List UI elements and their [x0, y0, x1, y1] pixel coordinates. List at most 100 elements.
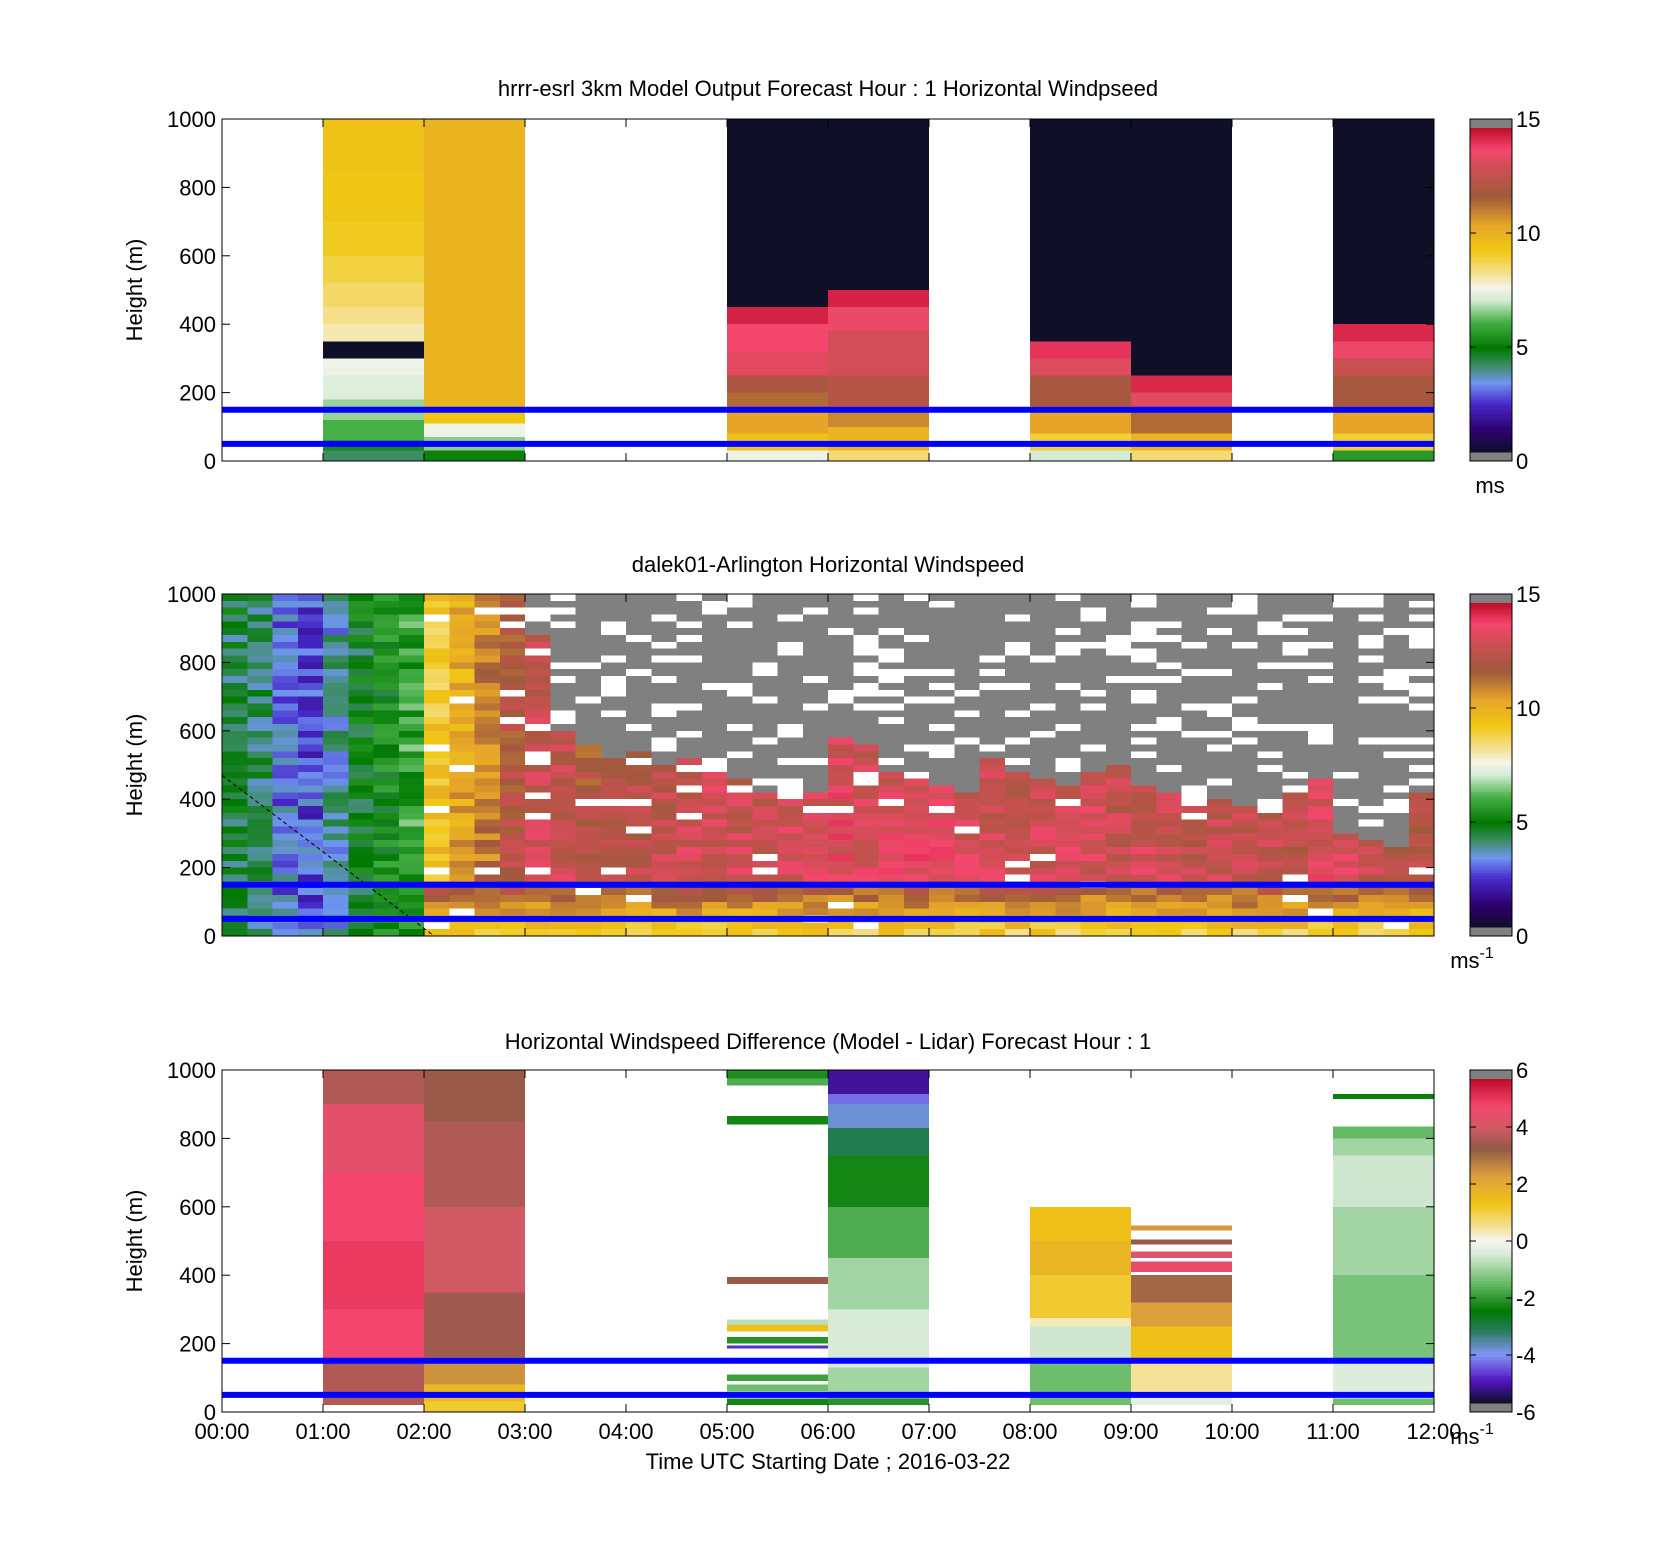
heatmap-cell [373, 840, 399, 848]
heatmap-cell [1030, 689, 1056, 697]
heatmap-cell [1131, 806, 1157, 813]
heatmap-cell [373, 669, 399, 677]
heatmap-cell [777, 874, 803, 882]
heatmap-cell [878, 792, 904, 800]
heatmap-cell [1206, 860, 1232, 868]
heatmap-cell [1282, 792, 1308, 800]
heatmap-cell [247, 628, 273, 636]
heatmap-cell [903, 723, 929, 731]
y-tick-label: 1000 [167, 107, 216, 132]
heatmap-cell [525, 847, 551, 854]
heatmap-cell [1333, 614, 1359, 622]
colorbar-step [1470, 854, 1512, 858]
heatmap-cell [777, 737, 803, 745]
heatmap-cell [1181, 600, 1207, 608]
heatmap-cell [525, 778, 551, 786]
heatmap-cell [777, 676, 803, 683]
heatmap-cell [1105, 792, 1131, 800]
heatmap-cell [1131, 929, 1157, 936]
heatmap-cell [626, 717, 652, 724]
heatmap-cell [1206, 874, 1232, 882]
heatmap-cell [828, 894, 854, 902]
heatmap-cell [499, 635, 525, 642]
heatmap-cell [701, 806, 727, 813]
heatmap-cell [651, 682, 677, 690]
heatmap-cell [651, 792, 677, 800]
heatmap-cell [1030, 826, 1056, 834]
heatmap-cell [727, 888, 753, 895]
heatmap-cell [1131, 450, 1232, 461]
colorbar-step [1470, 719, 1512, 723]
heatmap-cell [348, 744, 374, 752]
colorbar-step [1470, 883, 1512, 888]
heatmap-cell [1181, 648, 1207, 656]
heatmap-cell [1383, 594, 1409, 601]
heatmap-cell [954, 901, 980, 909]
heatmap-cell [398, 682, 424, 690]
heatmap-cell [550, 635, 576, 642]
heatmap-cell [424, 655, 450, 663]
heatmap-cell [701, 737, 727, 745]
heatmap-cell [348, 662, 374, 670]
heatmap-cell [727, 669, 753, 677]
heatmap-cell [651, 847, 677, 854]
heatmap-cell [752, 635, 778, 642]
heatmap-cell [323, 710, 349, 718]
colorbar-step [1470, 1313, 1512, 1318]
heatmap-cell [272, 655, 298, 663]
heatmap-cell [1257, 853, 1283, 861]
heatmap-cell [878, 785, 904, 793]
heatmap-cell [727, 662, 753, 670]
colorbar-step [1470, 1216, 1512, 1220]
heatmap-cell [272, 703, 298, 711]
heatmap-cell [474, 710, 500, 718]
colorbar-step [1470, 1103, 1512, 1107]
heatmap-cell [1333, 765, 1359, 772]
heatmap-cell [1030, 669, 1056, 677]
x-tick-label: 07:00 [901, 1419, 956, 1444]
heatmap-cell [348, 682, 374, 690]
heatmap-cell [424, 669, 450, 677]
heatmap-cell [272, 806, 298, 813]
heatmap-cell [1257, 607, 1283, 615]
heatmap-cell [373, 682, 399, 690]
heatmap-cell [373, 723, 399, 731]
heatmap-cell [903, 806, 929, 813]
heatmap-cell [1105, 669, 1131, 677]
heatmap-cell [929, 628, 955, 636]
heatmap-cell [1080, 874, 1106, 882]
heatmap-cell [575, 874, 601, 882]
heatmap-cell [348, 888, 374, 895]
heatmap-cell [373, 888, 399, 895]
colorbar-step [1470, 244, 1512, 248]
heatmap-cell [1004, 744, 1030, 752]
heatmap-cell [1206, 717, 1232, 724]
heatmap-cell [398, 833, 424, 841]
heatmap-cell [1004, 792, 1030, 800]
heatmap-cell [247, 689, 273, 697]
heatmap-cell [424, 874, 450, 882]
heatmap-cell [1156, 812, 1182, 820]
heatmap-cell [1206, 723, 1232, 731]
colorbar-step [1470, 252, 1512, 256]
heatmap-cell [247, 765, 273, 772]
heatmap-cell [550, 874, 576, 882]
heatmap-cell [398, 778, 424, 786]
heatmap-cell [600, 635, 626, 642]
heatmap-cell [929, 874, 955, 882]
heatmap-cell [701, 874, 727, 882]
heatmap-cell [449, 710, 475, 718]
heatmap-cell [1105, 744, 1131, 752]
heatmap-cell [853, 853, 879, 861]
heatmap-cell [424, 929, 450, 936]
heatmap-cell [802, 655, 828, 663]
heatmap-cell [878, 751, 904, 759]
heatmap-cell [222, 751, 248, 759]
heatmap-cell [802, 792, 828, 800]
colorbar-step [1470, 851, 1512, 855]
heatmap-cell [878, 826, 904, 834]
heatmap-cell [828, 771, 854, 779]
heatmap-cell [499, 676, 525, 683]
heatmap-cell [222, 730, 248, 738]
heatmap-cell [701, 785, 727, 793]
